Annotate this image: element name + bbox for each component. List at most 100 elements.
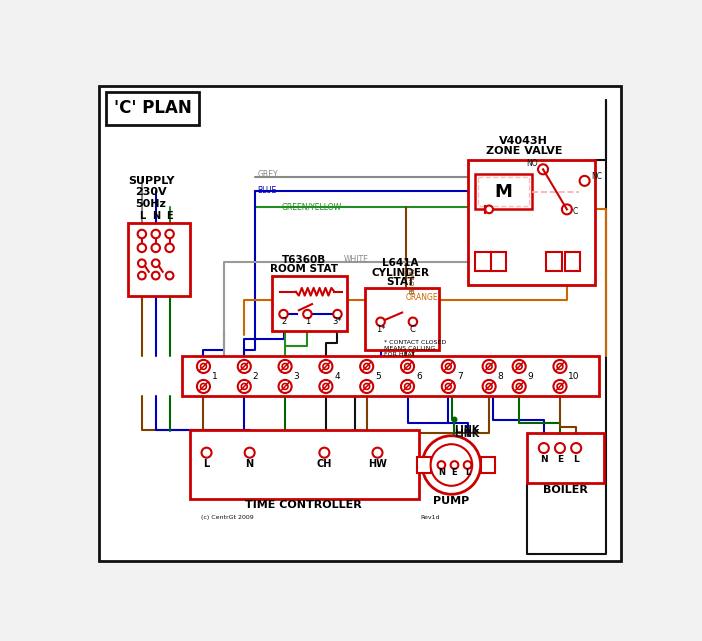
Circle shape	[486, 383, 492, 389]
Circle shape	[557, 383, 563, 389]
Text: Rev1d: Rev1d	[420, 515, 440, 520]
Text: L: L	[465, 468, 470, 477]
Text: (c) CentrGt 2009: (c) CentrGt 2009	[201, 515, 254, 520]
Circle shape	[201, 447, 211, 458]
Circle shape	[539, 443, 549, 453]
Circle shape	[482, 360, 496, 373]
Text: GREEN/YELLOW: GREEN/YELLOW	[282, 203, 342, 212]
Circle shape	[323, 383, 329, 389]
Bar	[365, 288, 439, 349]
Text: 'C' PLAN: 'C' PLAN	[114, 99, 192, 117]
Bar	[491, 253, 506, 271]
Text: 7: 7	[457, 372, 463, 381]
Text: 2: 2	[281, 317, 286, 326]
Text: N: N	[540, 455, 548, 464]
Circle shape	[238, 360, 251, 373]
Circle shape	[445, 363, 451, 369]
Circle shape	[437, 461, 445, 469]
Circle shape	[452, 417, 457, 422]
Circle shape	[303, 310, 312, 319]
Bar	[546, 253, 562, 271]
Bar	[468, 160, 595, 285]
Circle shape	[152, 229, 160, 238]
Text: 6: 6	[416, 372, 422, 381]
Text: N: N	[438, 468, 445, 477]
Circle shape	[282, 383, 288, 389]
Text: E: E	[451, 468, 457, 477]
Text: 3: 3	[293, 372, 299, 381]
Text: WHITE: WHITE	[343, 255, 369, 264]
Text: 5: 5	[375, 372, 381, 381]
Circle shape	[282, 363, 288, 369]
Text: PUMP: PUMP	[433, 496, 470, 506]
Circle shape	[538, 164, 548, 174]
Circle shape	[166, 272, 173, 279]
Circle shape	[323, 363, 329, 369]
Text: LINK: LINK	[454, 424, 479, 435]
Text: 2: 2	[253, 372, 258, 381]
Circle shape	[238, 380, 251, 393]
Circle shape	[152, 272, 159, 279]
Circle shape	[138, 244, 146, 252]
Circle shape	[319, 447, 329, 458]
Text: BOILER: BOILER	[543, 485, 588, 495]
Circle shape	[241, 383, 247, 389]
Text: TIME CONTROLLER: TIME CONTROLLER	[245, 500, 362, 510]
Text: 3*: 3*	[333, 317, 343, 326]
Text: HW: HW	[368, 459, 387, 469]
Circle shape	[404, 363, 411, 369]
Circle shape	[373, 447, 383, 458]
Text: C: C	[410, 325, 416, 334]
Circle shape	[451, 461, 458, 469]
Text: L641A: L641A	[383, 258, 419, 269]
Circle shape	[166, 244, 174, 252]
Circle shape	[485, 206, 493, 213]
Circle shape	[201, 363, 206, 369]
Circle shape	[516, 363, 522, 369]
Circle shape	[245, 447, 255, 458]
Circle shape	[442, 360, 455, 373]
Circle shape	[422, 436, 481, 494]
Circle shape	[464, 461, 472, 469]
Circle shape	[404, 383, 411, 389]
Circle shape	[555, 443, 565, 453]
Text: 4: 4	[334, 372, 340, 381]
Circle shape	[279, 310, 288, 319]
Circle shape	[197, 380, 210, 393]
Bar	[477, 177, 529, 206]
Bar	[481, 457, 494, 472]
Text: L: L	[139, 210, 145, 221]
Text: 1: 1	[212, 372, 218, 381]
Text: BROWN: BROWN	[409, 267, 415, 294]
Circle shape	[409, 317, 417, 326]
Circle shape	[430, 444, 472, 486]
Circle shape	[197, 360, 210, 373]
Text: 1: 1	[305, 317, 310, 326]
Text: GREY: GREY	[258, 171, 278, 179]
Bar	[128, 223, 190, 296]
Text: * CONTACT CLOSED
MEANS CALLING
FOR HEAT: * CONTACT CLOSED MEANS CALLING FOR HEAT	[385, 340, 446, 357]
Bar	[527, 433, 604, 483]
Circle shape	[376, 317, 385, 326]
Circle shape	[360, 380, 373, 393]
Bar	[272, 276, 347, 331]
Circle shape	[562, 204, 572, 214]
Text: 1*: 1*	[376, 325, 385, 334]
Circle shape	[360, 360, 373, 373]
Circle shape	[279, 380, 291, 393]
Bar	[417, 457, 430, 472]
Text: BLUE: BLUE	[258, 187, 277, 196]
Bar	[190, 429, 419, 499]
Circle shape	[553, 380, 567, 393]
Circle shape	[364, 363, 370, 369]
Text: L: L	[204, 459, 210, 469]
Text: N: N	[246, 459, 253, 469]
Circle shape	[152, 244, 160, 252]
Circle shape	[580, 176, 590, 186]
Circle shape	[571, 443, 581, 453]
Circle shape	[166, 229, 174, 238]
Circle shape	[138, 260, 146, 267]
Text: ROOM STAT: ROOM STAT	[270, 265, 338, 274]
Circle shape	[401, 360, 414, 373]
Text: 8: 8	[498, 372, 503, 381]
